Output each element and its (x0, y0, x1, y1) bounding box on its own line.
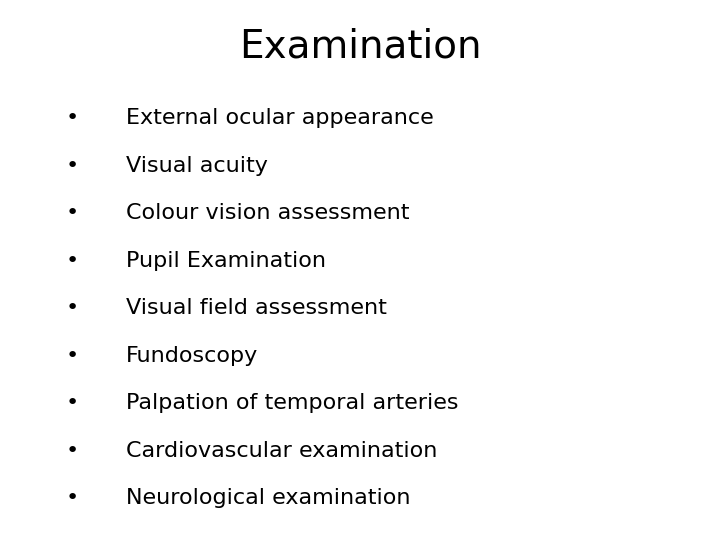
Text: Fundoscopy: Fundoscopy (126, 346, 258, 366)
Text: •: • (66, 203, 78, 223)
Text: •: • (66, 346, 78, 366)
Text: •: • (66, 488, 78, 508)
Text: Visual field assessment: Visual field assessment (126, 298, 387, 318)
Text: Neurological examination: Neurological examination (126, 488, 410, 508)
Text: Palpation of temporal arteries: Palpation of temporal arteries (126, 393, 459, 413)
Text: External ocular appearance: External ocular appearance (126, 108, 433, 128)
Text: Visual acuity: Visual acuity (126, 156, 268, 176)
Text: Examination: Examination (239, 27, 481, 65)
Text: •: • (66, 298, 78, 318)
Text: •: • (66, 251, 78, 271)
Text: Pupil Examination: Pupil Examination (126, 251, 326, 271)
Text: •: • (66, 156, 78, 176)
Text: •: • (66, 441, 78, 461)
Text: Cardiovascular examination: Cardiovascular examination (126, 441, 437, 461)
Text: •: • (66, 108, 78, 128)
Text: Colour vision assessment: Colour vision assessment (126, 203, 410, 223)
Text: •: • (66, 393, 78, 413)
